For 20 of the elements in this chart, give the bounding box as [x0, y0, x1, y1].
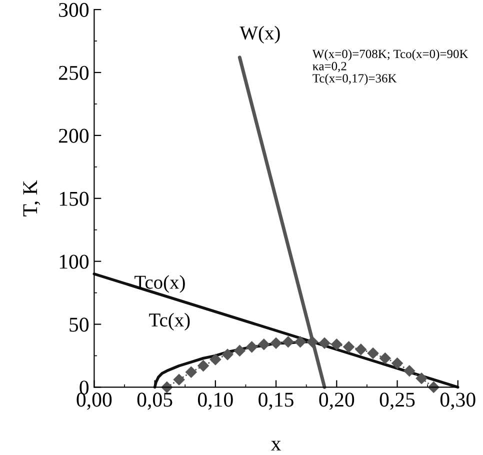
y-tick-label: 0 — [80, 380, 89, 395]
y-tick-label: 200 — [58, 128, 89, 143]
annotation: Tco(x) — [134, 275, 185, 293]
y-tick-label: 300 — [59, 2, 89, 17]
x-tick-label: 0,30 — [440, 392, 476, 410]
y-tick-label: 250 — [58, 66, 89, 80]
x-tick-label: 0,05 — [137, 392, 172, 410]
x-tick-label: 0,15 — [258, 392, 294, 410]
y-tick-label: 100 — [60, 254, 89, 269]
y-tick-label: 50 — [70, 318, 89, 332]
y-axis-title: T, K — [23, 180, 40, 216]
annotation: W(x) — [240, 26, 280, 44]
x-tick-label: 0,20 — [319, 392, 354, 410]
x-tick-label: 0,25 — [380, 392, 415, 410]
y-tick-label: 150 — [60, 192, 89, 206]
x-axis-title: x — [271, 440, 281, 450]
annotation: Tc(x) — [149, 312, 190, 331]
x-tick-label: 0,10 — [198, 392, 233, 410]
x-tick-label: 0,00 — [76, 392, 112, 410]
annotation: W(x=0)=708K; Tco(x=0)=90K κa=0,2 Tc(x=0,17)=36K — [312, 49, 468, 86]
